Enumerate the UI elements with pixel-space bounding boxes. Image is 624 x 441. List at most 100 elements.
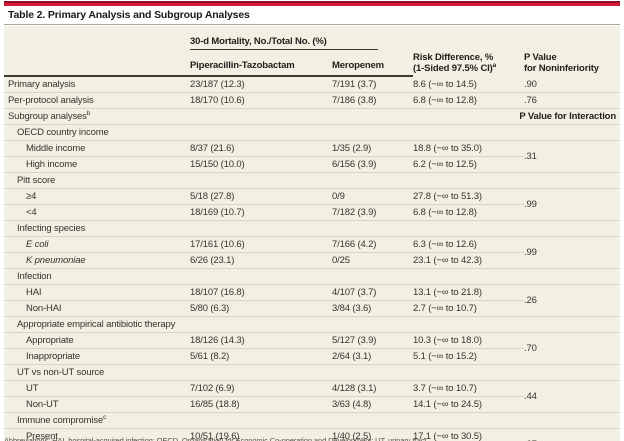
cell-risk-difference: 2.7 (−∞ to 10.7) [413, 300, 524, 317]
cell-risk-difference: 13.1 (−∞ to 21.8) [413, 284, 524, 301]
table-row: Appropriate 18/126 (14.3) 5/127 (3.9) 10.3 … [4, 332, 620, 365]
cell-risk [413, 316, 524, 333]
cell-mero-mortality: 7/191 (3.7) [332, 76, 413, 93]
cell-p [524, 364, 620, 381]
row-label: HAI [4, 284, 190, 301]
row-label: Per-protocol analysis [4, 92, 190, 109]
table-row: E coli 17/161 (10.6) 7/166 (4.2) 6.3 (−∞ to… [4, 236, 620, 269]
cell-p [524, 172, 620, 189]
table-row: Inappropriate 5/61 (8.2) 2/64 (3.1) 5.1 (−∞… [4, 348, 620, 365]
cell-pip [190, 220, 332, 237]
cell-pip [190, 412, 332, 429]
table-row: ≥4 5/18 (27.8) 0/9 27.8 (−∞ to 51.3) .99 [4, 188, 620, 221]
cell-pip-mortality: 18/107 (16.8) [190, 284, 332, 301]
table-row: Pitt score [4, 172, 620, 189]
cell-p-value: .27 [524, 428, 620, 441]
table-row: K pneumoniae 6/26 (23.1) 0/25 23.1 (−∞ to 4… [4, 252, 620, 269]
interaction-p-header: P Value for Interaction [190, 108, 620, 125]
row-label: OECD country income [4, 124, 190, 141]
cell-p [524, 220, 620, 237]
cell-p-value: .44 [524, 380, 620, 413]
cell-mero-mortality: 7/182 (3.9) [332, 204, 413, 221]
cell-pip-mortality: 17/161 (10.6) [190, 236, 332, 253]
abbreviations-footnote: Abbreviations: HAI, hospital-acquired in… [4, 436, 429, 441]
accent-rule-bright [4, 3, 620, 6]
cell-risk-difference: 6.2 (−∞ to 12.5) [413, 156, 524, 173]
table-row: Present 10/51 (19.6) 1/40 (2.5) 17.1 (−∞ to… [4, 428, 620, 441]
header-spacer [4, 26, 190, 51]
footnote-marker-a: a [492, 61, 497, 69]
accent-rule-dark [4, 1, 620, 3]
table-row: Per-protocol analysis 18/170 (10.6) 7/186 … [4, 92, 620, 109]
row-label: Primary analysis [4, 76, 190, 93]
cell-p-value: .99 [524, 236, 620, 269]
cell-mero-mortality: 7/166 (4.2) [332, 236, 413, 253]
table-row: Non-HAI 5/80 (6.3) 3/84 (3.6) 2.7 (−∞ to 10… [4, 300, 620, 317]
header-row-group: 30-d Mortality, No./Total No. (%) Risk D… [4, 26, 620, 74]
header-spacer [4, 51, 190, 77]
row-label: Immune compromisec [4, 412, 190, 429]
cell-pip-mortality: 5/61 (8.2) [190, 348, 332, 365]
table-row: OECD country income [4, 124, 620, 141]
cell-mero-mortality: 4/128 (3.1) [332, 380, 413, 397]
analysis-table: 30-d Mortality, No./Total No. (%) Risk D… [4, 26, 620, 441]
row-label: High income [4, 156, 190, 173]
cell-p [524, 124, 620, 141]
footnote-marker-b: b [86, 109, 91, 117]
cell-risk-difference: 27.8 (−∞ to 51.3) [413, 188, 524, 205]
cell-pip-mortality: 8/37 (21.6) [190, 140, 332, 157]
table-body: Primary analysis 23/187 (12.3) 7/191 (3.7)… [4, 76, 620, 441]
cell-mero-mortality: 4/107 (3.7) [332, 284, 413, 301]
cell-p-value: .26 [524, 284, 620, 317]
cell-pip [190, 364, 332, 381]
cell-pip-mortality: 5/80 (6.3) [190, 300, 332, 317]
cell-risk-difference: 8.6 (−∞ to 14.5) [413, 76, 524, 93]
cell-risk [413, 412, 524, 429]
table-row: Subgroup analysesb P Value for Interactio… [4, 108, 620, 125]
cell-p [524, 412, 620, 429]
cell-risk-difference: 6.3 (−∞ to 12.6) [413, 236, 524, 253]
row-label: Middle income [4, 140, 190, 157]
footnote-marker-c: c [103, 413, 107, 421]
cell-pip [190, 316, 332, 333]
cell-pip-mortality: 6/26 (23.1) [190, 252, 332, 269]
cell-p-value: .76 [524, 92, 620, 109]
cell-mero-mortality: 6/156 (3.9) [332, 156, 413, 173]
cell-pip [190, 268, 332, 285]
cell-risk-difference: 5.1 (−∞ to 15.2) [413, 348, 524, 365]
table-row: UT 7/102 (6.9) 4/128 (3.1) 3.7 (−∞ to 10.7)… [4, 380, 620, 413]
cell-mero [332, 220, 413, 237]
row-label: UT [4, 380, 190, 397]
row-label: Appropriate empirical antibiotic therapy [4, 316, 190, 333]
cell-pip [190, 172, 332, 189]
table-row: High income 15/150 (10.0) 6/156 (3.9) 6.2 (… [4, 156, 620, 173]
cell-risk [413, 124, 524, 141]
row-label: <4 [4, 204, 190, 221]
cell-mero-mortality: 7/186 (3.8) [332, 92, 413, 109]
cell-pip-mortality: 5/18 (27.8) [190, 188, 332, 205]
row-label: Subgroup analysesb [4, 108, 190, 125]
mortality-group-header: 30-d Mortality, No./Total No. (%) [190, 26, 413, 51]
title-divider [4, 24, 620, 25]
row-label: Present [4, 428, 190, 441]
cell-mero [332, 124, 413, 141]
piperacillin-column-header: Piperacillin-Tazobactam [190, 51, 332, 77]
row-label: E coli [4, 236, 190, 253]
cell-p-value: .90 [524, 76, 620, 93]
row-label: Infecting species [4, 220, 190, 237]
cell-mero-mortality: 1/40 (2.5) [332, 428, 413, 441]
cell-pip-mortality: 16/85 (18.8) [190, 396, 332, 413]
row-label: Infection [4, 268, 190, 285]
p-value-header: P Value for Noninferiority [524, 52, 599, 75]
table-row: Primary analysis 23/187 (12.3) 7/191 (3.7)… [4, 76, 620, 93]
cell-mero [332, 364, 413, 381]
cell-pip-mortality: 18/169 (10.7) [190, 204, 332, 221]
cell-pip-mortality: 7/102 (6.9) [190, 380, 332, 397]
cell-risk-difference: 6.8 (−∞ to 12.8) [413, 92, 524, 109]
cell-mero [332, 316, 413, 333]
row-label: Pitt score [4, 172, 190, 189]
cell-mero [332, 412, 413, 429]
cell-risk-difference: 3.7 (−∞ to 10.7) [413, 380, 524, 397]
cell-mero [332, 172, 413, 189]
cell-mero-mortality: 5/127 (3.9) [332, 332, 413, 349]
